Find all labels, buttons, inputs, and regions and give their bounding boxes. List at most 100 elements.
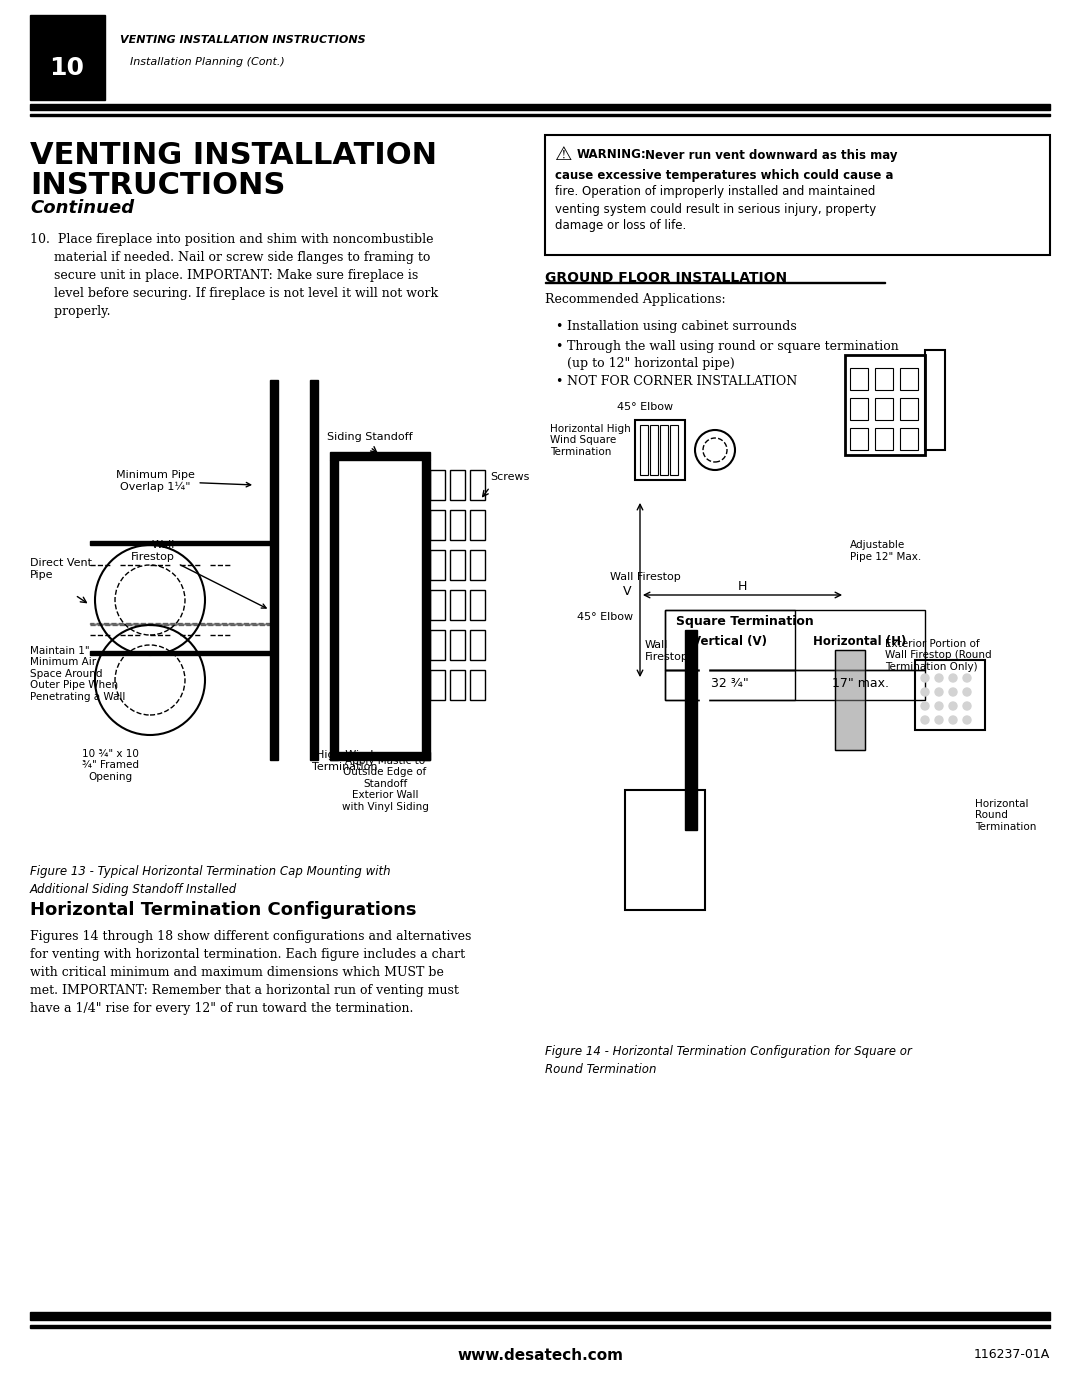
- Circle shape: [949, 717, 957, 724]
- Bar: [430, 550, 445, 580]
- Bar: [330, 460, 338, 760]
- Text: Through the wall using round or square termination
(up to 12" horizontal pipe): Through the wall using round or square t…: [567, 339, 899, 370]
- Bar: [30, 103, 1050, 110]
- Bar: [30, 1324, 1050, 1329]
- Text: 116237-01A: 116237-01A: [974, 1348, 1050, 1362]
- Bar: [665, 610, 795, 671]
- Circle shape: [949, 687, 957, 696]
- Text: Figure 14 - Horizontal Termination Configuration for Square or
Round Termination: Figure 14 - Horizontal Termination Confi…: [545, 1045, 912, 1076]
- Bar: [90, 541, 275, 545]
- Text: Horizontal (H): Horizontal (H): [813, 636, 907, 648]
- Bar: [430, 510, 445, 541]
- Bar: [924, 351, 945, 450]
- Bar: [450, 510, 465, 541]
- Circle shape: [935, 673, 943, 682]
- Text: 45° Elbow: 45° Elbow: [617, 402, 673, 412]
- Text: •: •: [555, 320, 563, 332]
- Text: High Wind
Termination: High Wind Termination: [312, 750, 378, 773]
- Bar: [470, 590, 485, 620]
- Bar: [90, 623, 275, 624]
- Text: •: •: [555, 374, 563, 388]
- Bar: [845, 355, 924, 455]
- Bar: [270, 380, 278, 760]
- Text: www.desatech.com: www.desatech.com: [457, 1348, 623, 1362]
- Circle shape: [921, 717, 929, 724]
- Bar: [900, 398, 918, 420]
- Text: Square Termination: Square Termination: [676, 615, 814, 629]
- Circle shape: [963, 717, 971, 724]
- Bar: [430, 469, 445, 500]
- Bar: [330, 752, 430, 760]
- Text: INSTRUCTIONS: INSTRUCTIONS: [30, 170, 285, 200]
- Text: WARNING:: WARNING:: [577, 148, 647, 162]
- Bar: [310, 380, 318, 760]
- Circle shape: [963, 673, 971, 682]
- Bar: [545, 136, 1050, 256]
- Bar: [875, 427, 893, 450]
- Bar: [640, 425, 648, 475]
- Text: 17" max.: 17" max.: [832, 678, 889, 690]
- Bar: [875, 398, 893, 420]
- Bar: [665, 671, 924, 700]
- Bar: [90, 651, 275, 655]
- Bar: [450, 671, 465, 700]
- Circle shape: [963, 703, 971, 710]
- Bar: [665, 610, 924, 671]
- Bar: [665, 671, 795, 700]
- Text: 45° Elbow: 45° Elbow: [577, 612, 633, 622]
- Bar: [470, 550, 485, 580]
- Text: ⚠: ⚠: [555, 145, 572, 165]
- Bar: [700, 630, 708, 830]
- Bar: [850, 427, 868, 450]
- Text: Wall
Firestop: Wall Firestop: [131, 541, 266, 608]
- Bar: [430, 590, 445, 620]
- Bar: [422, 460, 430, 760]
- Bar: [900, 367, 918, 390]
- Text: Direct Vent
Pipe: Direct Vent Pipe: [30, 559, 92, 580]
- Text: Continued: Continued: [30, 198, 134, 217]
- Text: Screws: Screws: [490, 472, 529, 482]
- Text: Vertical (V): Vertical (V): [692, 636, 768, 648]
- Bar: [915, 659, 985, 731]
- Text: Maintain 1"
Minimum Air
Space Around
Outer Pipe When
Penetrating a Wall: Maintain 1" Minimum Air Space Around Out…: [30, 645, 125, 703]
- Circle shape: [921, 673, 929, 682]
- Bar: [470, 469, 485, 500]
- Text: 10.  Place fireplace into position and shim with noncombustible
      material i: 10. Place fireplace into position and sh…: [30, 233, 438, 319]
- Bar: [470, 630, 485, 659]
- Bar: [450, 469, 465, 500]
- Bar: [330, 453, 430, 460]
- Text: Exterior Portion of
Wall Firestop (Round
Termination Only): Exterior Portion of Wall Firestop (Round…: [885, 638, 991, 672]
- Text: VENTING INSTALLATION: VENTING INSTALLATION: [30, 141, 437, 169]
- Bar: [430, 630, 445, 659]
- Bar: [670, 425, 678, 475]
- Text: Installation Planning (Cont.): Installation Planning (Cont.): [130, 57, 285, 67]
- Bar: [850, 367, 868, 390]
- Bar: [470, 671, 485, 700]
- Bar: [685, 630, 697, 830]
- Bar: [835, 650, 865, 750]
- Bar: [660, 425, 669, 475]
- Text: Horizontal
Round
Termination: Horizontal Round Termination: [975, 799, 1037, 833]
- Bar: [850, 398, 868, 420]
- Text: Recommended Applications:: Recommended Applications:: [545, 293, 726, 306]
- Bar: [900, 427, 918, 450]
- Text: Siding Standoff: Siding Standoff: [327, 432, 413, 441]
- Text: VENTING INSTALLATION INSTRUCTIONS: VENTING INSTALLATION INSTRUCTIONS: [120, 35, 366, 45]
- Bar: [30, 15, 105, 101]
- Bar: [470, 510, 485, 541]
- Text: 10 ¾" x 10
¾" Framed
Opening: 10 ¾" x 10 ¾" Framed Opening: [81, 749, 138, 782]
- Bar: [430, 671, 445, 700]
- Text: Figures 14 through 18 show different configurations and alternatives
for venting: Figures 14 through 18 show different con…: [30, 930, 471, 1016]
- Text: Horizontal Termination Configurations: Horizontal Termination Configurations: [30, 901, 417, 919]
- Circle shape: [921, 703, 929, 710]
- Circle shape: [949, 703, 957, 710]
- Bar: [450, 550, 465, 580]
- Bar: [450, 590, 465, 620]
- Text: Horizontal High
Wind Square
Termination: Horizontal High Wind Square Termination: [550, 423, 631, 457]
- Text: GROUND FLOOR INSTALLATION: GROUND FLOOR INSTALLATION: [545, 271, 787, 285]
- Text: H: H: [738, 580, 747, 592]
- Bar: [635, 420, 685, 481]
- Text: cause excessive temperatures which could cause a: cause excessive temperatures which could…: [555, 169, 893, 182]
- Text: Never run vent downward as this may: Never run vent downward as this may: [645, 148, 897, 162]
- Circle shape: [935, 687, 943, 696]
